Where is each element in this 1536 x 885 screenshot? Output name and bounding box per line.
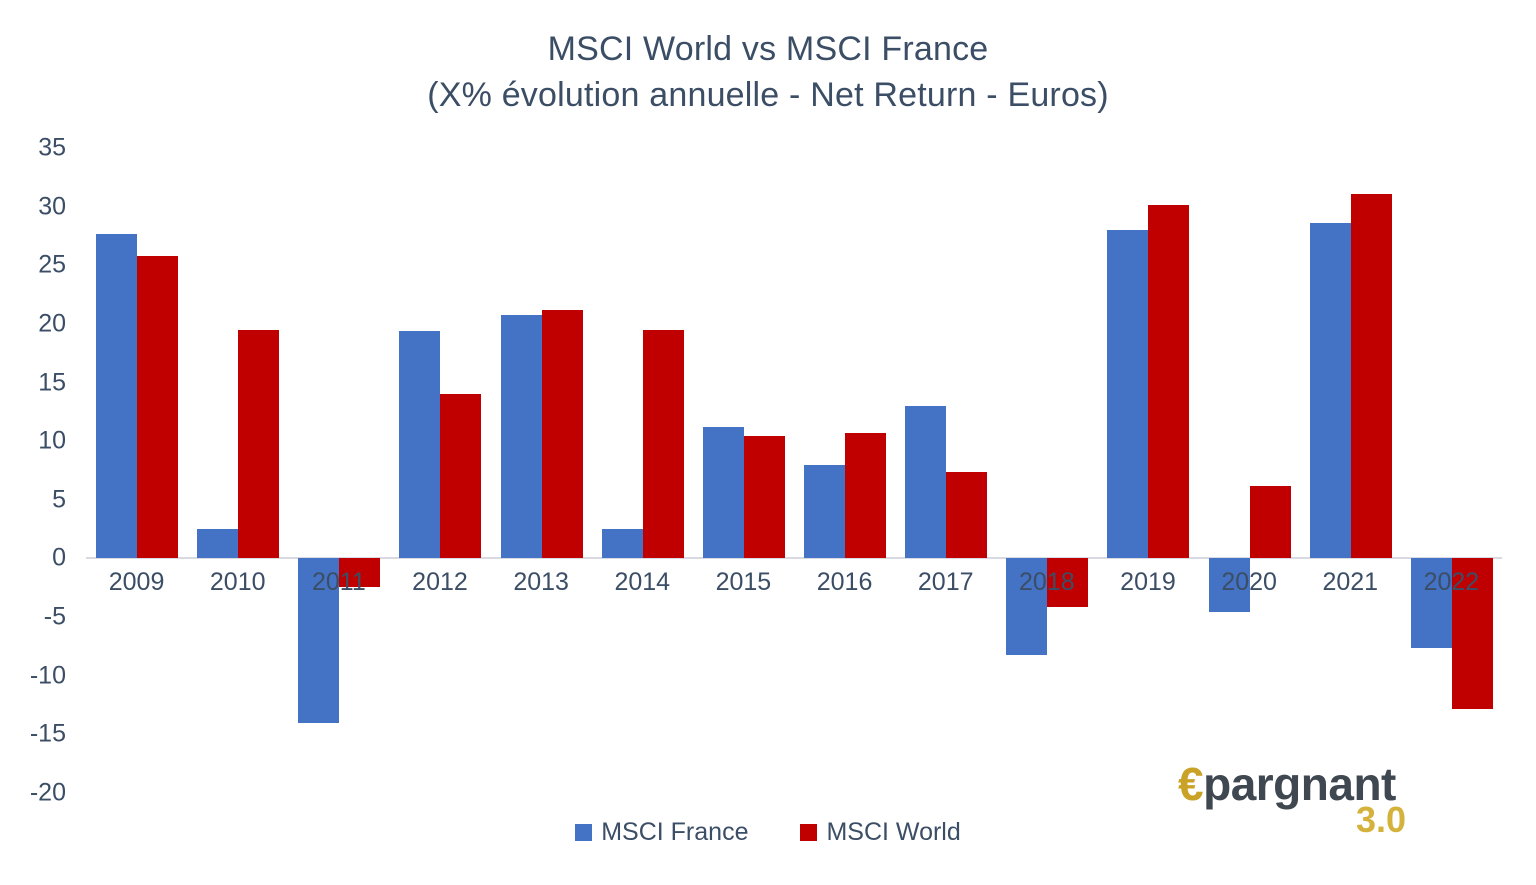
bar-group: 2013	[491, 148, 592, 793]
x-axis-tick-label: 2017	[917, 568, 974, 597]
bar-world-2009[interactable]	[137, 255, 178, 559]
x-axis-tick-label: 2010	[209, 568, 266, 597]
bar-world-2012[interactable]	[440, 394, 482, 559]
y-axis-tick-label: -15	[29, 719, 66, 748]
bar-group: 2021	[1300, 148, 1401, 793]
bar-world-2015[interactable]	[743, 436, 785, 559]
y-axis-tick-label: -20	[29, 778, 66, 807]
y-axis-tick-label: 15	[38, 368, 66, 397]
y-axis-tick-label: -5	[43, 602, 66, 631]
bar-france-2013[interactable]	[500, 314, 542, 559]
x-axis-tick-label: 2019	[1120, 568, 1176, 597]
chart-title-line-2: (X% évolution annuelle - Net Return - Eu…	[427, 76, 1109, 115]
x-axis-tick-label: 2020	[1221, 568, 1277, 597]
legend-label: MSCI France	[601, 818, 749, 846]
bar-france-2010[interactable]	[197, 529, 239, 559]
chart-title: MSCI World vs MSCI France (X% évolution …	[0, 26, 1536, 118]
bar-france-2009[interactable]	[96, 233, 137, 559]
bar-france-2022[interactable]	[1410, 558, 1452, 648]
legend-swatch-icon	[800, 824, 818, 841]
x-axis-tick-label: 2012	[412, 568, 468, 597]
bar-france-2012[interactable]	[399, 330, 441, 559]
plot-area: 2009 2010 2011 2012 2013 2014 2015 2016 2017 2018…	[86, 148, 1502, 793]
y-axis-tick-label: 10	[38, 426, 66, 455]
bar-group: 2014	[592, 148, 693, 793]
bar-france-2011[interactable]	[298, 558, 340, 723]
bar-group: 2012	[389, 148, 490, 793]
bar-world-2010[interactable]	[238, 329, 280, 559]
bar-world-2018[interactable]	[1047, 558, 1089, 607]
x-axis-tick-label: 2013	[513, 568, 569, 597]
bar-world-2019[interactable]	[1148, 205, 1190, 559]
y-axis-tick-label: 20	[38, 309, 66, 338]
bar-group: 2011	[288, 148, 389, 793]
x-axis-tick-label: 2016	[816, 568, 873, 597]
y-axis-tick-label: 5	[52, 485, 66, 514]
bar-world-2011[interactable]	[339, 558, 381, 587]
bar-group: 2019	[1097, 148, 1198, 793]
bar-world-2021[interactable]	[1350, 193, 1392, 559]
x-axis-tick-label: 2021	[1322, 568, 1379, 597]
legend-item[interactable]: MSCI France	[575, 818, 748, 847]
x-axis-tick-label: 2011	[311, 568, 366, 597]
bar-france-2020[interactable]	[1208, 558, 1250, 613]
bar-group: 2009	[86, 148, 187, 793]
y-axis: 35 30 25 20 15 10 5 0 -5 -10 -15 -20	[0, 134, 74, 807]
bar-group: 2020	[1199, 148, 1300, 793]
bar-france-2014[interactable]	[601, 529, 643, 559]
legend-swatch-icon	[575, 824, 593, 841]
bar-france-2016[interactable]	[804, 464, 845, 559]
legend-label: MSCI World	[826, 818, 961, 846]
bar-world-2016[interactable]	[845, 432, 886, 559]
bar-world-2022[interactable]	[1451, 558, 1493, 709]
bar-france-2018[interactable]	[1006, 558, 1048, 655]
bar-group: 2022	[1401, 148, 1502, 793]
y-axis-tick-label: 30	[38, 192, 66, 221]
bar-world-2014[interactable]	[642, 329, 684, 559]
zero-baseline	[86, 557, 1502, 560]
x-axis-tick-label: 2009	[108, 568, 165, 597]
y-axis-tick-label: -10	[29, 661, 66, 690]
legend-item[interactable]: MSCI World	[800, 818, 961, 847]
bar-world-2017[interactable]	[946, 471, 988, 559]
chart-legend: MSCI France MSCI World	[0, 818, 1536, 847]
bar-france-2019[interactable]	[1107, 230, 1149, 559]
bar-group: 2016	[794, 148, 895, 793]
bar-world-2013[interactable]	[541, 309, 583, 559]
bar-france-2015[interactable]	[702, 427, 744, 559]
bar-france-2017[interactable]	[905, 406, 947, 559]
chart-title-line-1: MSCI World vs MSCI France	[547, 30, 989, 68]
bar-group: 2015	[693, 148, 794, 793]
x-axis-tick-label: 2022	[1423, 568, 1480, 597]
y-axis-tick-label: 35	[38, 133, 66, 162]
x-axis-tick-label: 2014	[614, 568, 671, 597]
bar-group: 2018	[996, 148, 1097, 793]
bar-group: 2010	[187, 148, 288, 793]
bar-france-2021[interactable]	[1309, 223, 1351, 559]
y-axis-tick-label: 25	[38, 250, 66, 279]
x-axis-tick-label: 2018	[1019, 568, 1075, 597]
x-axis-tick-label: 2015	[715, 568, 772, 597]
y-axis-tick-label: 0	[52, 543, 66, 572]
bar-world-2020[interactable]	[1249, 485, 1291, 559]
bar-group: 2017	[895, 148, 996, 793]
